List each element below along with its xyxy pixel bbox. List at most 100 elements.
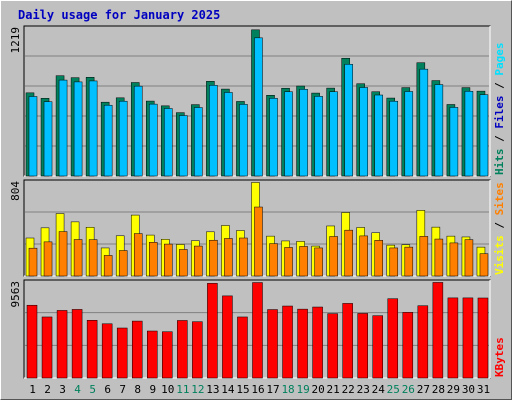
- sites-bar: [449, 242, 459, 277]
- x-tick-label: 31: [477, 383, 490, 396]
- x-tick-label: 18: [281, 383, 294, 396]
- kbytes-bar: [101, 323, 113, 379]
- files-bar: [149, 103, 158, 177]
- files-bar: [58, 79, 68, 177]
- kbytes-bar: [71, 309, 83, 379]
- sites-bar: [284, 247, 293, 277]
- kbytes-bar: [86, 320, 98, 379]
- sites-bar: [374, 240, 383, 277]
- files-bar: [194, 107, 203, 177]
- kbytes-bar: [177, 320, 188, 379]
- x-tick-label: 24: [372, 383, 386, 396]
- x-tick-label: 22: [342, 383, 355, 396]
- sites-bar: [359, 235, 368, 277]
- kbytes-bar: [252, 282, 263, 379]
- x-tick-label: 14: [221, 383, 235, 396]
- x-tick-label: 12: [191, 383, 204, 396]
- x-tick-label: 29: [447, 383, 460, 396]
- x-tick-label: 4: [74, 383, 81, 396]
- kbytes-bar: [327, 313, 338, 379]
- kbytes-bar: [56, 310, 68, 379]
- files-bar: [404, 91, 414, 177]
- sites-bar: [103, 255, 113, 277]
- legend-segment: /: [493, 129, 506, 142]
- files-bar: [118, 100, 128, 177]
- x-tick-label: 27: [417, 383, 430, 396]
- sites-bar: [209, 239, 218, 277]
- right-legend-labels: Hits / Files / Pages Visits / Sites KByt…: [493, 43, 506, 378]
- files-bar: [284, 91, 293, 177]
- legend-segment: Pages: [493, 43, 506, 76]
- x-tick-label: 9: [149, 383, 156, 396]
- files-bar: [43, 101, 53, 177]
- files-bar: [299, 89, 308, 177]
- files-bar: [419, 68, 429, 177]
- files-bar: [359, 87, 368, 177]
- kbytes-bar: [372, 315, 383, 379]
- kbytes-bar: [357, 313, 368, 379]
- x-tick-label: 10: [161, 383, 174, 396]
- kbytes-bar: [41, 316, 53, 379]
- sites-bar: [28, 247, 38, 277]
- kbytes-bar: [417, 305, 429, 379]
- x-tick-label: 25: [387, 383, 400, 396]
- kbytes-bar: [342, 303, 353, 379]
- files-bar: [133, 85, 143, 177]
- right-legend-label: Visits / Sites: [493, 182, 506, 275]
- y-axis-labels: 1219 804 9563: [9, 27, 22, 308]
- sites-bar: [419, 236, 429, 277]
- x-tick-label: 30: [462, 383, 475, 396]
- x-tick-label: 2: [44, 383, 51, 396]
- bars: [25, 29, 489, 379]
- sites-bar: [389, 247, 399, 277]
- kbytes-bar: [282, 305, 293, 379]
- files-bar: [389, 100, 399, 177]
- right-legend-label: KBytes: [493, 337, 506, 377]
- sites-bar: [118, 250, 128, 277]
- kbytes-bar: [222, 295, 233, 379]
- x-axis-labels: 1 2 3 4 5 6 7 8 9 10 11 12 13 14 15 16 17 18 19 20 21 22 23 24 2…: [29, 383, 490, 396]
- files-bar: [434, 84, 444, 177]
- kbytes-bar: [207, 283, 218, 379]
- sites-bar: [73, 239, 83, 277]
- files-bar: [28, 96, 38, 177]
- sites-bar: [194, 245, 203, 277]
- legend-segment: Visits: [493, 229, 506, 275]
- files-bar: [344, 64, 353, 177]
- kbytes-bar: [297, 308, 308, 379]
- legend-segment: KBytes: [493, 337, 506, 377]
- sites-bar: [329, 236, 338, 277]
- files-bar: [269, 98, 278, 177]
- x-tick-label: 13: [206, 383, 219, 396]
- x-tick-label: 6: [104, 383, 111, 396]
- legend-segment: Files: [493, 89, 506, 129]
- x-tick-label: 7: [119, 383, 126, 396]
- files-bar: [209, 85, 218, 177]
- x-tick-label: 16: [251, 383, 264, 396]
- kbytes-bar: [432, 282, 444, 379]
- x-tick-label: 15: [236, 383, 249, 396]
- x-tick-label: 21: [327, 383, 340, 396]
- sites-bar: [464, 239, 474, 277]
- legend-segment: Hits: [493, 142, 506, 175]
- kbytes-bar: [447, 297, 459, 379]
- chart-title: Daily usage for January 2025: [18, 8, 221, 22]
- x-tick-label: 11: [176, 383, 189, 396]
- files-bar: [73, 81, 83, 177]
- x-tick-label: 23: [357, 383, 370, 396]
- files-bar: [239, 104, 248, 177]
- right-legend-label: Hits / Files / Pages: [493, 43, 506, 176]
- files-bar: [179, 115, 188, 177]
- files-bar: [329, 91, 338, 177]
- files-bar: [479, 94, 489, 177]
- files-bar: [164, 108, 173, 177]
- kbytes-bar: [312, 306, 323, 379]
- kbytes-bar: [192, 321, 203, 379]
- files-bar: [224, 92, 233, 177]
- files-bar: [103, 104, 113, 177]
- sites-bar: [58, 231, 68, 277]
- x-tick-label: 20: [312, 383, 325, 396]
- kbytes-bar: [131, 320, 143, 379]
- x-tick-label: 8: [134, 383, 141, 396]
